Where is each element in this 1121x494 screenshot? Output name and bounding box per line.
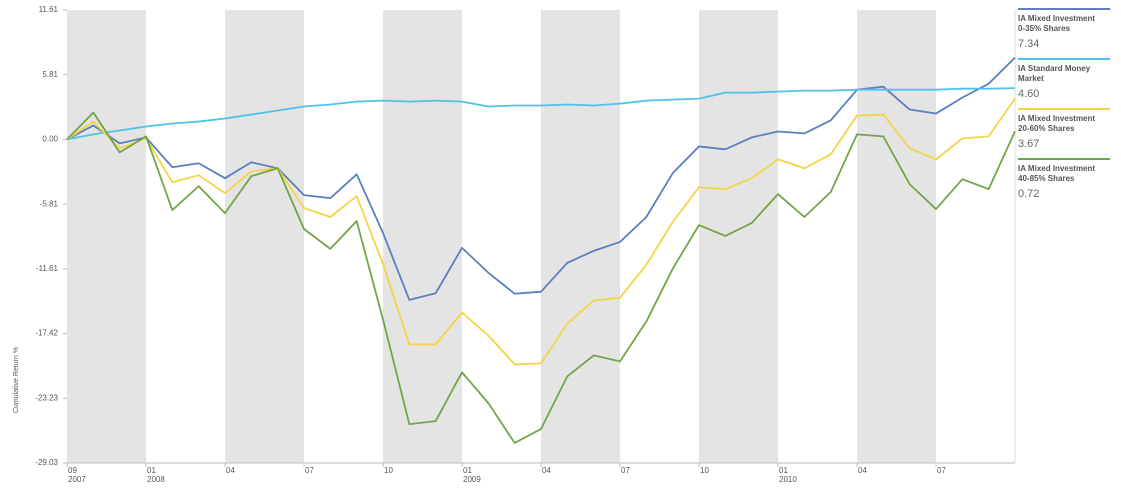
- shaded-band: [225, 10, 304, 463]
- x-tick-label: 07: [305, 466, 314, 475]
- legend-value: 7.34: [1018, 38, 1040, 50]
- legend-name: IA Mixed Investment 20-60% Shares: [1018, 114, 1096, 133]
- y-tick-label: -23.23: [35, 393, 58, 402]
- x-tick-label: 07: [621, 466, 630, 475]
- shaded-band: [383, 10, 462, 463]
- shaded-band: [541, 10, 620, 463]
- legend-name: IA Standard Money Market: [1018, 64, 1091, 83]
- legend-item: IA Mixed Investment 0-35% Shares 7.34: [1018, 8, 1110, 50]
- x-tick-label: 04: [226, 466, 235, 475]
- series-line: [66, 97, 1016, 366]
- legend-item: IA Standard Money Market 4.60: [1018, 58, 1110, 100]
- legend-value: 4.60: [1018, 88, 1040, 100]
- series-line: [66, 111, 1016, 444]
- x-tick-label: 01: [147, 466, 156, 475]
- legend-item: IA Mixed Investment 20-60% Shares 3.67: [1018, 108, 1110, 150]
- legend-value: 0.72: [1018, 188, 1040, 200]
- x-tick-label: 04: [542, 466, 551, 475]
- legend-value: 3.67: [1018, 138, 1040, 150]
- x-tick-label: 01: [779, 466, 788, 475]
- series-line: [66, 87, 1016, 141]
- x-year-label: 2008: [147, 475, 165, 484]
- y-tick-label: 0.00: [42, 135, 58, 144]
- y-tick-label: 5.81: [42, 70, 58, 79]
- x-year-label: 2007: [68, 475, 86, 484]
- y-tick-label: -29.03: [35, 458, 58, 467]
- bands: [67, 10, 936, 463]
- x-tick-label: 01: [463, 466, 472, 475]
- y-tick-label: 11.61: [39, 5, 59, 14]
- x-tick-label: 10: [384, 466, 393, 475]
- y-tick-label: -5.81: [40, 199, 59, 208]
- x-tick-label: 07: [937, 466, 946, 475]
- x-tick-label: 04: [858, 466, 867, 475]
- y-tick-label: -11.61: [36, 264, 59, 273]
- x-tick-label: 09: [68, 466, 77, 475]
- legend-item: IA Mixed Investment 40-85% Shares 0.72: [1018, 158, 1110, 200]
- shaded-band: [67, 10, 146, 463]
- legend-name: IA Mixed Investment 40-85% Shares: [1018, 164, 1096, 183]
- legend-name: IA Mixed Investment 0-35% Shares: [1018, 14, 1096, 33]
- y-axis-title: Cumulative Return %: [13, 347, 20, 413]
- legend: IA Mixed Investment 0-35% Shares 7.34 IA S…: [1018, 8, 1110, 208]
- x-year-label: 2009: [463, 475, 481, 484]
- shaded-band: [699, 10, 778, 463]
- shaded-band: [857, 10, 936, 463]
- x-tick-label: 10: [700, 466, 709, 475]
- y-tick-label: -17.42: [35, 329, 58, 338]
- x-year-label: 2010: [779, 475, 797, 484]
